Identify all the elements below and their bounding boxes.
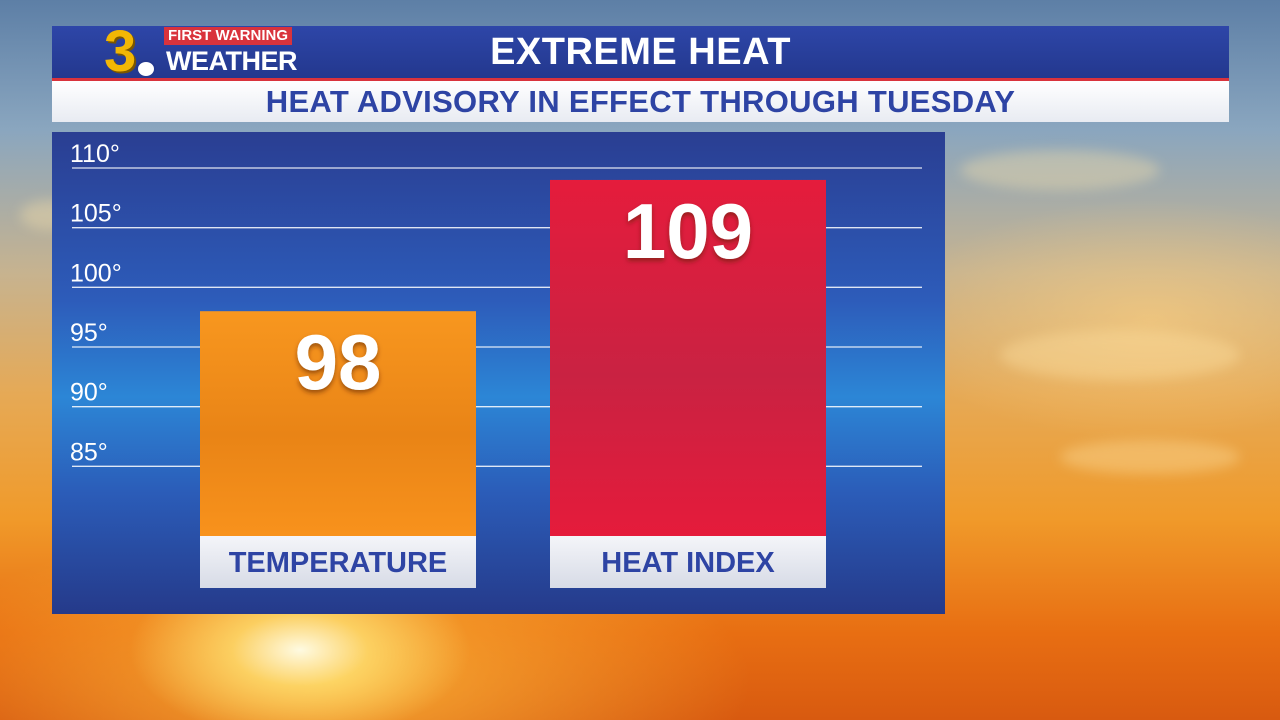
category-label-box xyxy=(200,536,476,588)
category-label-box xyxy=(550,536,826,588)
y-tick-label: 95° xyxy=(70,319,108,347)
chart-subtitle: HEAT ADVISORY IN EFFECT THROUGH TUESDAY xyxy=(265,84,1016,119)
bar-value-label: 98 xyxy=(295,318,382,406)
cbs-eye-icon xyxy=(136,60,156,78)
logo-channel-number: 3 xyxy=(104,19,137,84)
y-tick-label: 85° xyxy=(70,438,108,466)
chart-title: EXTREME HEAT xyxy=(490,31,791,73)
bar-temperature xyxy=(200,311,476,536)
logo-first-warning: FIRST WARNING xyxy=(164,27,292,45)
chart-panel: 85° 90° 95° 100° 105° 110° TEMPERATURE 98 HEAT … xyxy=(52,132,945,614)
y-tick-label: 100° xyxy=(70,259,122,287)
y-tick-label: 105° xyxy=(70,200,122,228)
x-category-label: TEMPERATURE xyxy=(229,547,448,579)
logo-weather: WEATHER xyxy=(166,46,298,76)
bar-chart: 85° 90° 95° 100° 105° 110° TEMPERATURE 98 HEAT … xyxy=(70,140,922,588)
bar-value-label: 109 xyxy=(623,187,753,275)
background-cloud xyxy=(960,150,1160,190)
subtitle-bar: HEAT ADVISORY IN EFFECT THROUGH TUESDAY xyxy=(52,81,1229,122)
y-tick-label: 110° xyxy=(70,140,120,168)
background-cloud xyxy=(1000,330,1240,380)
bar-heat-index xyxy=(550,179,826,536)
y-tick-label: 90° xyxy=(70,379,108,407)
x-category-label: HEAT INDEX xyxy=(601,547,775,579)
station-logo: 3 FIRST WARNING WEATHER xyxy=(96,22,306,82)
background-cloud xyxy=(1060,440,1240,474)
